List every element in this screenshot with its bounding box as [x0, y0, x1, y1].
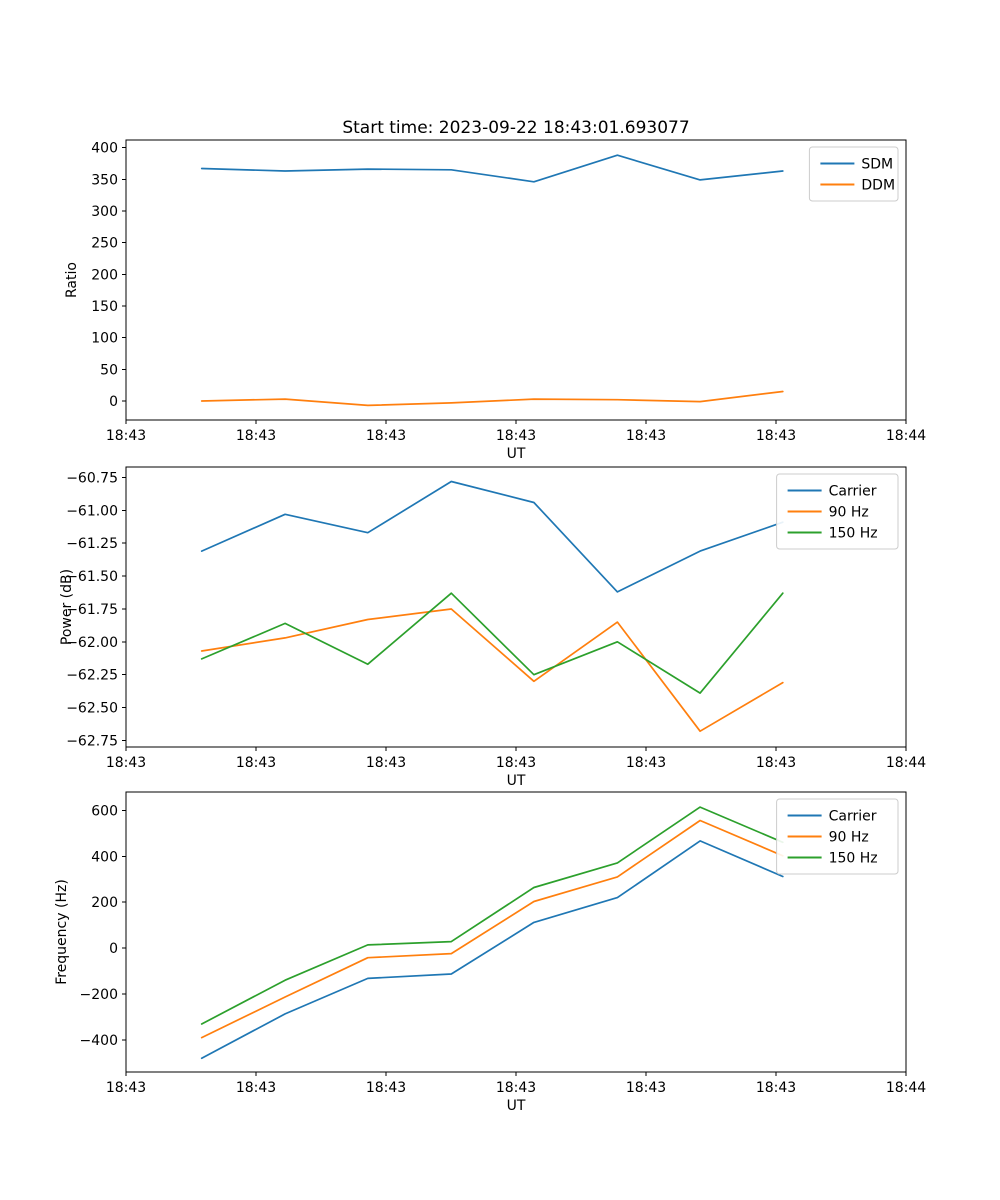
x-tick-label: 18:43 [366, 755, 406, 771]
legend-label: Carrier [829, 484, 877, 500]
x-tick-label: 18:43 [366, 428, 406, 444]
subplot-power-plot: 18:43 18:43 18:43 18:43 18:43 18:43 18:44 UT −60… [59, 466, 926, 789]
y-tick-label: 600 [91, 803, 118, 819]
legend-box [776, 798, 899, 875]
x-tick-label: 18:44 [886, 755, 926, 771]
y-tick-label: −60.75 [66, 471, 118, 487]
x-tick-label: 18:43 [236, 755, 276, 771]
x-tick-label: 18:43 [626, 1080, 666, 1096]
line-150-hz [200, 592, 784, 694]
series-lines [200, 154, 784, 407]
y-tick-label: 0 [109, 941, 118, 957]
line-90-hz [200, 608, 784, 733]
x-axis: 18:43 18:43 18:43 18:43 18:43 18:43 18:44 UT [106, 420, 926, 462]
y-tick-label: 150 [91, 299, 118, 315]
legend-box [776, 473, 899, 550]
y-axis-label: Frequency (Hz) [54, 879, 70, 985]
y-tick-label: 100 [91, 331, 118, 347]
line-ddm [200, 390, 784, 407]
y-tick-label: −62.00 [66, 635, 118, 651]
x-tick-label: 18:43 [496, 428, 536, 444]
y-tick-label: 300 [91, 204, 118, 220]
y-axis: 600 400 200 0 −200 −400 Frequency (Hz) [54, 803, 126, 1049]
x-axis-label: UT [507, 773, 526, 789]
x-tick-label: 18:43 [626, 428, 666, 444]
legend-label: 90 Hz [829, 830, 869, 846]
y-tick-label: 200 [91, 267, 118, 283]
x-tick-label: 18:43 [756, 755, 796, 771]
y-tick-label: 250 [91, 236, 118, 252]
x-tick-label: 18:43 [496, 1080, 536, 1096]
legend: Carrier 90 Hz 150 Hz [776, 473, 899, 550]
x-tick-label: 18:44 [886, 428, 926, 444]
y-tick-label: −400 [80, 1033, 118, 1049]
x-axis: 18:43 18:43 18:43 18:43 18:43 18:43 18:44 UT [106, 1072, 926, 1114]
legend-label: 90 Hz [829, 505, 869, 521]
x-axis-label: UT [507, 446, 526, 462]
legend: Carrier 90 Hz 150 Hz [776, 798, 899, 875]
y-tick-label: 200 [91, 895, 118, 911]
x-tick-label: 18:43 [236, 1080, 276, 1096]
legend-label: 150 Hz [829, 851, 878, 867]
legend-box [808, 146, 899, 202]
legend-label: DDM [861, 178, 895, 194]
y-tick-label: −61.75 [66, 602, 118, 618]
x-tick-label: 18:43 [106, 428, 146, 444]
line-carrier [200, 480, 784, 593]
x-tick-label: 18:43 [496, 755, 536, 771]
x-axis-label: UT [507, 1098, 526, 1114]
subplot-title: Start time: 2023-09-22 18:43:01.693077 [342, 118, 689, 138]
x-tick-label: 18:43 [756, 1080, 796, 1096]
series-lines [200, 480, 784, 733]
y-axis-label: Ratio [64, 262, 80, 298]
legend-label: SDM [861, 157, 893, 173]
legend: SDM DDM [808, 146, 899, 202]
y-tick-label: 400 [91, 141, 118, 157]
line-carrier [200, 840, 784, 1060]
x-tick-label: 18:43 [626, 755, 666, 771]
y-tick-label: −61.00 [66, 503, 118, 519]
y-tick-label: 400 [91, 849, 118, 865]
x-tick-label: 18:43 [236, 428, 276, 444]
y-tick-label: −62.50 [66, 701, 118, 717]
x-tick-label: 18:44 [886, 1080, 926, 1096]
line-sdm [200, 154, 784, 183]
x-tick-label: 18:43 [756, 428, 796, 444]
line-150-hz [200, 806, 784, 1025]
x-tick-label: 18:43 [366, 1080, 406, 1096]
x-tick-label: 18:43 [106, 1080, 146, 1096]
line-90-hz [200, 819, 784, 1039]
series-lines [200, 806, 784, 1060]
y-tick-label: −62.25 [66, 668, 118, 684]
y-tick-label: −62.75 [66, 733, 118, 749]
y-tick-label: 350 [91, 172, 118, 188]
y-tick-label: 0 [109, 394, 118, 410]
y-tick-label: −61.25 [66, 536, 118, 552]
subplot-frequency-plot: 18:43 18:43 18:43 18:43 18:43 18:43 18:44 UT 600… [54, 791, 926, 1114]
legend-label: 150 Hz [829, 526, 878, 542]
x-tick-label: 18:43 [106, 755, 146, 771]
y-axis-label: Power (dB) [59, 569, 75, 645]
y-axis: −60.75 −61.00 −61.25 −61.50 −61.75 −62.00 −62.… [59, 471, 126, 749]
axes-spines [125, 139, 907, 421]
legend-label: Carrier [829, 809, 877, 825]
y-tick-label: 50 [100, 362, 118, 378]
y-tick-label: −61.50 [66, 569, 118, 585]
y-axis: 0 50 100 150 200 250 300 350 400 Ratio [64, 141, 126, 410]
x-axis: 18:43 18:43 18:43 18:43 18:43 18:43 18:44 UT [106, 747, 926, 789]
subplot-ratio-plot: 18:43 18:43 18:43 18:43 18:43 18:43 18:44 UT 0 50… [64, 139, 926, 462]
y-tick-label: −200 [80, 987, 118, 1003]
